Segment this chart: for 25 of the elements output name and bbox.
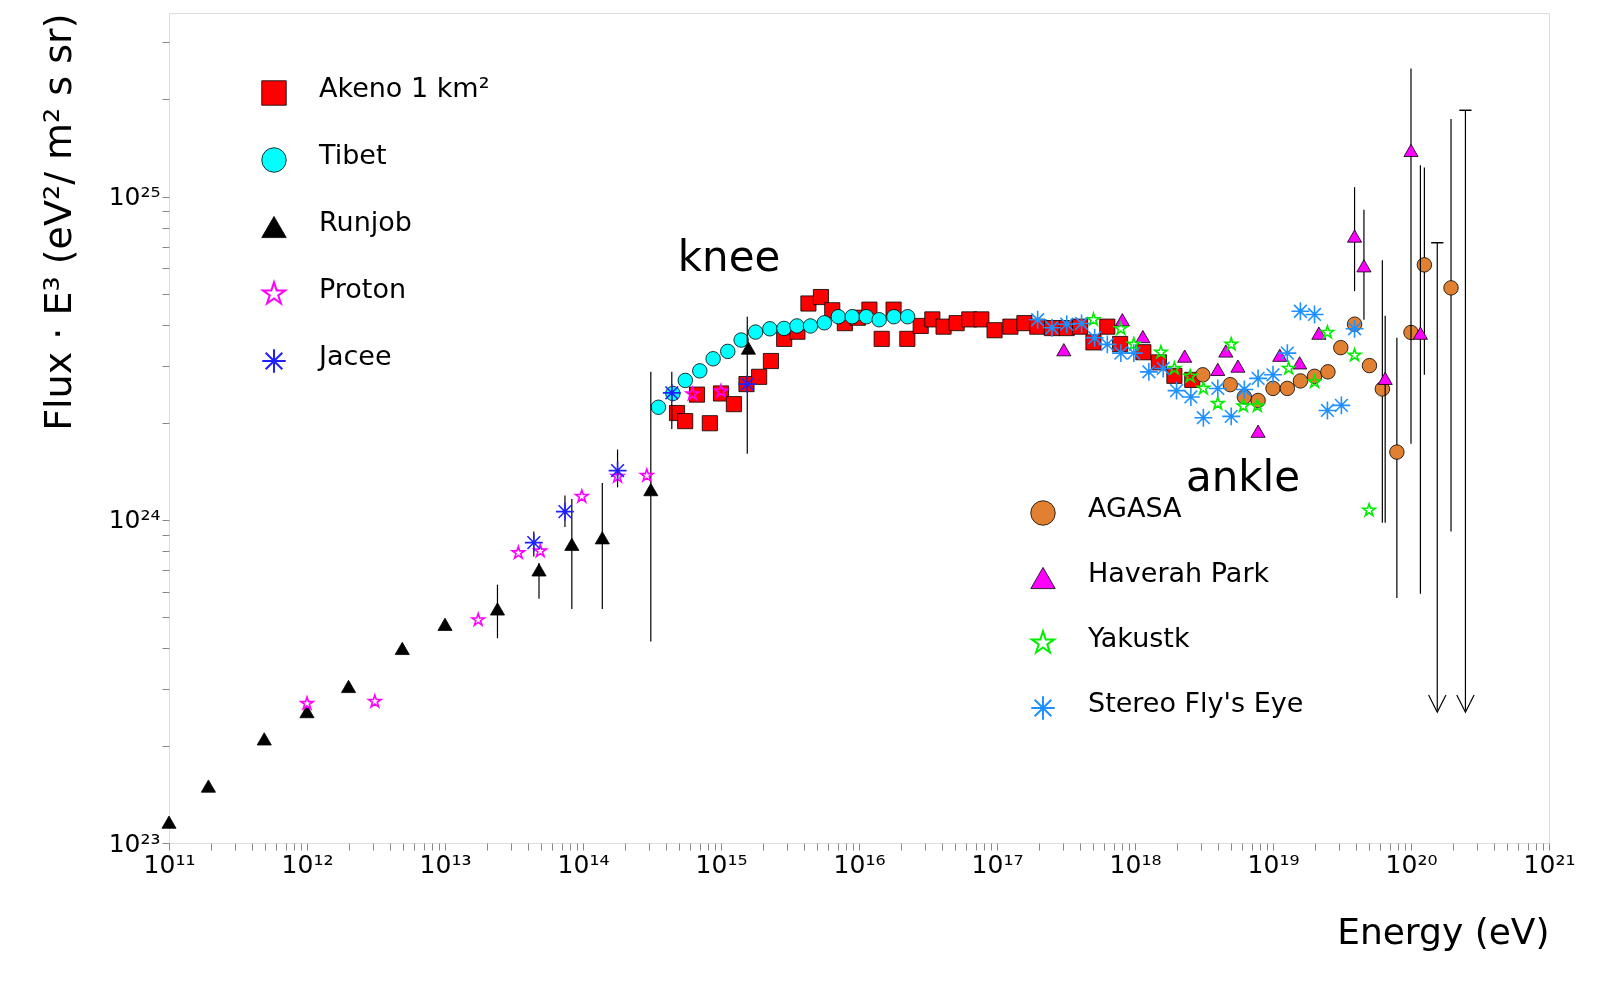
y-tick-label: 10²⁵: [108, 182, 161, 212]
legend-label: Akeno 1 km²: [319, 72, 490, 103]
legend-label: Tibet: [318, 139, 387, 170]
x-tick-label: 10²⁰: [1385, 849, 1438, 879]
x-tick-label: 10¹⁸: [1109, 849, 1162, 879]
legend-label: Runjob: [319, 206, 412, 237]
x-tick-label: 10¹⁶: [833, 849, 886, 879]
y-axis-title: Flux · E³ (eV²/ m² s sr): [35, 13, 80, 431]
legend-label: Stereo Fly's Eye: [1088, 687, 1304, 718]
x-tick-label: 10¹²: [281, 849, 334, 879]
x-tick-label: 10¹⁷: [971, 849, 1024, 879]
annotation: ankle: [1185, 452, 1301, 501]
annotation: knee: [677, 232, 781, 281]
legend-label: Haverah Park: [1088, 557, 1270, 588]
y-tick-label: 10²⁴: [108, 505, 161, 535]
x-tick-label: 10¹³: [419, 849, 472, 879]
legend-label: AGASA: [1088, 492, 1183, 523]
x-tick-label: 10¹⁹: [1247, 849, 1300, 879]
legend-label: Jacee: [317, 340, 392, 371]
legend-label: Yakustk: [1087, 622, 1190, 653]
legend-label: Proton: [319, 273, 407, 304]
x-tick-label: 10¹⁵: [695, 849, 748, 879]
x-tick-label: 10¹⁴: [557, 849, 610, 879]
x-tick-label: 10²¹: [1523, 849, 1576, 879]
x-axis-title: Energy (eV): [1337, 910, 1550, 952]
